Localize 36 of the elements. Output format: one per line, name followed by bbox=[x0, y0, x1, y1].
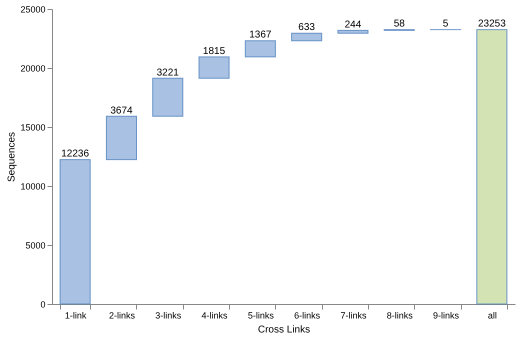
x-tick-label: 7-links bbox=[340, 310, 367, 320]
y-tick-label: 5000 bbox=[25, 240, 46, 250]
x-tick-label: all bbox=[488, 310, 497, 320]
bar bbox=[198, 56, 230, 79]
data-label: 1367 bbox=[249, 30, 272, 41]
bar bbox=[152, 78, 184, 117]
y-axis-title: Sequences bbox=[6, 132, 18, 182]
bar bbox=[337, 30, 368, 34]
y-tick-label: 20000 bbox=[20, 64, 46, 74]
data-label: 3674 bbox=[110, 105, 134, 116]
data-label: 633 bbox=[298, 22, 316, 34]
data-label: 244 bbox=[344, 19, 362, 30]
data-label: 23253 bbox=[478, 18, 506, 30]
x-tick-label: 8-links bbox=[386, 310, 414, 320]
data-label: 3221 bbox=[156, 67, 180, 78]
y-tick-label: 10000 bbox=[20, 182, 46, 192]
x-tick-label: 3-links bbox=[155, 310, 182, 320]
data-label: 58 bbox=[394, 18, 406, 30]
x-tick-label: 2-links bbox=[108, 310, 136, 320]
x-axis-title: Cross Links bbox=[258, 324, 310, 336]
y-tick-label: 0 bbox=[40, 300, 46, 310]
x-tick-label: 5-links bbox=[248, 310, 274, 320]
y-tick-label: 25000 bbox=[20, 4, 46, 14]
bar bbox=[476, 29, 508, 304]
data-label: 1815 bbox=[202, 46, 226, 57]
x-tick-label: 6-links bbox=[294, 310, 321, 320]
bar bbox=[106, 116, 137, 160]
bar bbox=[60, 159, 91, 304]
x-tick-label: 4-links bbox=[202, 310, 228, 320]
x-tick-label: 9-links bbox=[433, 310, 460, 320]
x-tick-label: 1-link bbox=[64, 310, 87, 320]
data-label: 5 bbox=[442, 18, 449, 30]
bar bbox=[291, 32, 322, 42]
y-tick-label: 15000 bbox=[20, 122, 46, 132]
data-label: 12236 bbox=[61, 148, 90, 160]
bar bbox=[244, 40, 276, 58]
